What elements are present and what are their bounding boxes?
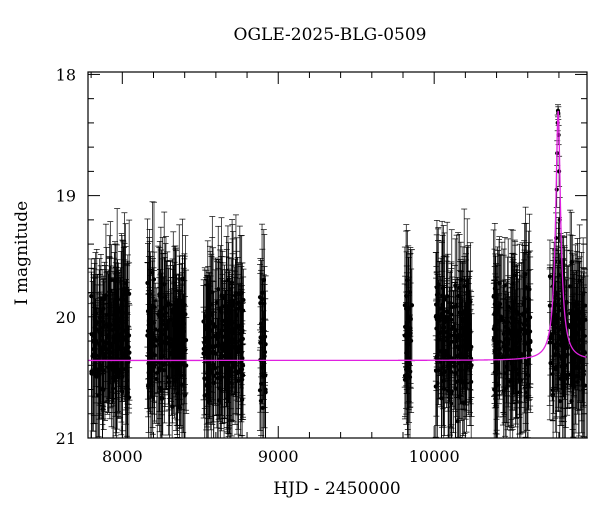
data-point: [221, 304, 228, 423]
data-point: [236, 225, 243, 363]
data-point: [223, 256, 230, 407]
data-point: [499, 286, 506, 426]
data-point: [200, 306, 207, 401]
data-point: [159, 277, 166, 436]
data-point: [523, 364, 530, 431]
data-point: [115, 275, 122, 398]
data-point: [580, 305, 587, 438]
data-point: [508, 298, 515, 428]
data-point: [234, 257, 241, 351]
x-tick-label: 8000: [102, 447, 143, 466]
data-point: [491, 314, 498, 389]
data-point: [570, 270, 577, 370]
data-point: [157, 274, 164, 348]
data-point: [564, 341, 571, 416]
data-point: [578, 303, 585, 422]
data-point: [433, 266, 440, 391]
data-point: [119, 296, 126, 378]
y-axis: 18 19 20 21: [56, 65, 587, 448]
data-point: [262, 275, 269, 413]
data-point: [260, 330, 267, 400]
data-point: [575, 307, 582, 439]
data-point: [458, 271, 465, 385]
data-point: [567, 250, 574, 404]
data-point: [258, 269, 265, 378]
data-points-layer: [88, 104, 589, 439]
data-point: [494, 301, 501, 386]
data-point: [209, 237, 216, 393]
data-point: [182, 235, 189, 394]
plot-frame: [87, 71, 588, 439]
y-tick-label: 20: [56, 308, 76, 327]
data-point: [524, 299, 531, 389]
data-point: [438, 276, 445, 428]
data-point: [407, 247, 414, 388]
data-point: [106, 315, 113, 420]
data-point: [92, 310, 99, 373]
x-axis: 8000 9000 10000: [90, 72, 560, 466]
data-point: [231, 298, 238, 380]
data-point: [99, 300, 106, 407]
data-point: [206, 330, 213, 399]
data-point: [443, 256, 450, 409]
y-axis-label: I magnitude: [12, 201, 32, 305]
data-point: [169, 305, 176, 382]
data-point: [88, 258, 95, 334]
data-point: [547, 301, 554, 376]
data-point: [553, 281, 560, 365]
data-point: [159, 258, 166, 382]
data-point: [90, 274, 97, 425]
data-point: [114, 208, 121, 351]
data-point: [219, 298, 226, 389]
data-point: [510, 301, 517, 390]
data-point: [179, 255, 186, 367]
data-point: [555, 297, 562, 374]
data-point: [574, 243, 581, 366]
data-point: [162, 293, 169, 393]
data-point: [521, 288, 528, 380]
data-point: [433, 271, 440, 368]
data-point: [572, 280, 579, 370]
data-point: [229, 264, 236, 421]
data-point: [570, 259, 577, 353]
chart-title: OGLE-2025-BLG-0509: [234, 25, 427, 45]
y-tick-label: 19: [56, 187, 76, 206]
data-point: [238, 266, 245, 423]
x-axis-label: HJD - 2450000: [273, 479, 401, 499]
data-point: [511, 239, 518, 311]
data-point: [497, 254, 504, 379]
data-point: [145, 294, 152, 433]
data-point: [443, 283, 450, 399]
data-point: [157, 226, 164, 369]
data-point: [174, 360, 181, 426]
data-point: [181, 258, 188, 405]
data-point: [467, 331, 474, 405]
data-point: [212, 301, 219, 406]
data-point: [468, 304, 475, 439]
data-point: [204, 340, 211, 407]
data-point: [224, 281, 231, 430]
x-tick-label: 9000: [258, 447, 299, 466]
y-tick-label: 21: [56, 429, 76, 448]
data-point: [518, 276, 525, 434]
data-point: [509, 261, 516, 411]
data-point: [462, 306, 469, 406]
data-point: [103, 303, 110, 404]
data-point: [103, 247, 110, 403]
data-point: [163, 260, 170, 390]
data-point: [454, 288, 461, 423]
data-point: [404, 230, 411, 331]
y-tick-label: 18: [56, 65, 76, 84]
x-tick-label: 10000: [409, 447, 460, 466]
data-point: [505, 238, 512, 375]
model-curve: [88, 110, 588, 362]
data-point: [500, 298, 507, 388]
data-point: [256, 349, 263, 431]
data-point: [513, 268, 520, 404]
